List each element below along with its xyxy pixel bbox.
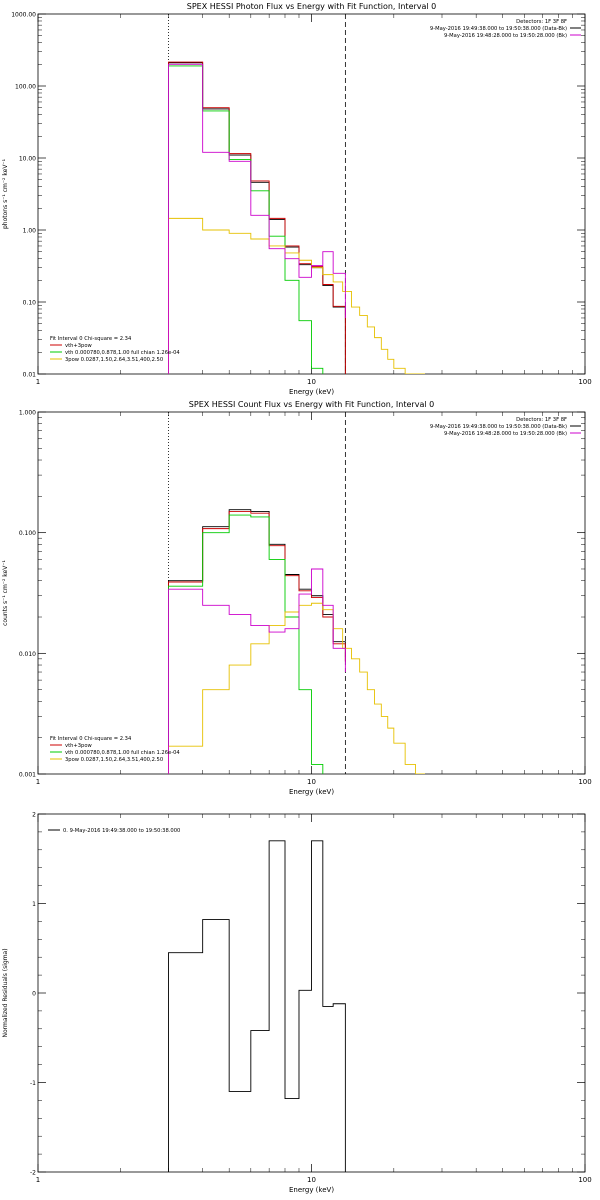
series-vth-line [168,514,324,774]
y-tick-label: 0.10 [23,300,37,307]
y-axis-label: counts s⁻¹ cm⁻² keV⁻¹ [2,560,9,626]
fit-header: Fit Interval 0 Chi-square = 2.34 [50,336,132,342]
count-flux-panel: SPEX HESSI Count Flux vs Energy with Fit… [2,400,592,796]
x-axis-label: Energy (keV) [289,1186,334,1194]
y-tick-label: 0.01 [23,372,37,379]
legend-header-line: 9-May-2016 19:49:38.000 to 19:50:38.000 … [430,424,567,430]
fit-legend-entry: vth 0.000780,0.878,1.00 full chian 1.26e… [65,350,180,356]
y-tick-label: 2 [32,812,36,819]
series-0-9-may-2016-19-49-38-000-to-1-line [168,840,346,1172]
residual-legend-entry: 0. 9-May-2016 19:49:38.000 to 19:50:38.0… [63,828,180,834]
legend-header-line: Detectors: 1F 3F 8F [516,417,567,423]
x-axis-label: Energy (keV) [289,788,334,796]
chart-title: SPEX HESSI Photon Flux vs Energy with Fi… [187,2,437,11]
chart-title: SPEX HESSI Count Flux vs Energy with Fit… [189,400,434,409]
fit-header: Fit Interval 0 Chi-square = 2.34 [50,736,132,742]
y-tick-label: 0 [32,991,36,998]
series-bk-line [168,568,346,774]
x-tick-label: 1 [36,1176,40,1184]
legend-header-line: 9-May-2016 19:49:38.000 to 19:50:38.000 … [430,26,567,32]
y-tick-label: 10.00 [19,156,36,163]
photon-flux-panel: SPEX HESSI Photon Flux vs Energy with Fi… [2,2,592,396]
y-tick-label: 100.00 [15,84,36,91]
x-tick-label: 100 [578,378,591,386]
y-tick-label: 0.001 [19,772,36,779]
y-tick-label: 0.010 [19,651,36,658]
series-3pow-line [168,217,425,374]
y-axis-label: photons s⁻¹ cm⁻² keV⁻¹ [2,158,9,229]
fit-legend-entry: 3pow 0.0287,1.50,2.64,3.51,400,2.50 [65,757,163,763]
y-tick-label: 0.100 [19,530,36,537]
y-tick-label: 1000.00 [11,12,36,19]
fit-legend-entry: vth+3pow [65,743,93,749]
series-bk-line [168,63,346,374]
series-3pow-line [168,602,425,774]
y-tick-label: 1.000 [19,410,36,417]
legend-header-line: 9-May-2016 19:48:28.000 to 19:50:28.000 … [444,431,567,437]
residuals-panel: 1 10 100 -2 -1 0 1 2 Energy (keV) Normalized Resi… [2,812,592,1195]
x-tick-label: 100 [578,1176,591,1184]
series-vth-3pow-line [168,61,346,374]
x-axis-label: Energy (keV) [289,388,334,396]
y-axis-label: Normalized Residuals (sigma) [2,948,9,1037]
x-tick-label: 10 [307,378,316,386]
legend-header-line: 9-May-2016 19:48:28.000 to 19:50:28.000 … [444,33,567,39]
x-tick-label: 1 [36,778,40,786]
x-tick-label: 1 [36,378,40,386]
fit-legend-entry: vth 0.000780,0.878,1.00 full chian 1.26e… [65,750,180,756]
fit-legend-entry: vth+3pow [65,343,93,349]
y-tick-label: -1 [30,1080,36,1087]
x-tick-label: 10 [307,1176,316,1184]
y-tick-label: -2 [30,1170,36,1177]
y-tick-label: 1 [32,901,36,908]
x-tick-label: 100 [578,778,591,786]
y-tick-label: 1.00 [23,228,37,235]
legend-header-line: Detectors: 1F 3F 8F [516,19,567,25]
x-tick-label: 10 [307,778,316,786]
fit-legend-entry: 3pow 0.0287,1.50,2.64,3.51,400,2.50 [65,357,163,363]
